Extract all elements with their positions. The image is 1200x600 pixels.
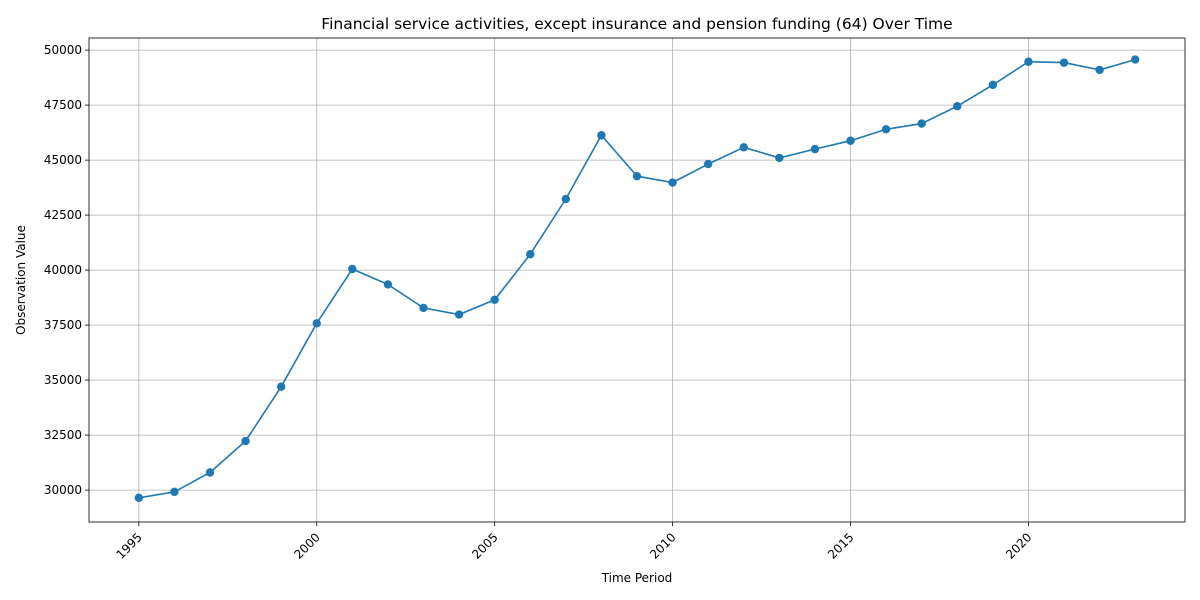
data-point — [526, 250, 535, 259]
data-point — [597, 131, 606, 140]
data-point — [1024, 57, 1033, 66]
data-point — [953, 102, 962, 111]
grid-lines — [89, 38, 1185, 522]
data-point — [241, 436, 250, 446]
data-point — [881, 125, 891, 134]
data-point — [561, 194, 571, 204]
data-point — [205, 468, 215, 477]
data-point — [810, 144, 820, 154]
plot-frame — [88, 37, 1186, 523]
chart-title: Financial service activities, except ins… — [321, 15, 952, 33]
data-point — [703, 159, 713, 169]
data-point — [739, 143, 748, 152]
data-point — [383, 280, 393, 289]
y-tick-label: 30000 — [44, 483, 82, 497]
x-axis-ticks: 1995 2000 2005 2010 2015 2020 — [113, 522, 1035, 562]
x-tick-label: 2020 — [1003, 530, 1034, 561]
y-axis-ticks: 30000 32500 35000 37500 40000 42500 45000 47500… — [44, 43, 89, 497]
data-point — [490, 295, 499, 304]
data-point — [1130, 55, 1140, 64]
data-point — [1059, 58, 1069, 67]
series-line — [138, 58, 1136, 499]
y-tick-label: 40000 — [44, 263, 82, 277]
y-tick-label: 35000 — [44, 373, 82, 387]
x-tick-label: 2000 — [291, 530, 322, 561]
data-point — [312, 319, 321, 328]
data-point — [846, 136, 855, 145]
x-tick-label: 2005 — [469, 530, 500, 561]
y-tick-label: 42500 — [44, 208, 82, 222]
y-tick-label: 47500 — [44, 98, 82, 112]
y-tick-label: 45000 — [44, 153, 82, 167]
x-axis-title: Time Period — [601, 571, 673, 585]
data-point — [276, 382, 286, 391]
data-point — [632, 171, 642, 181]
data-point — [1095, 65, 1104, 75]
x-tick-label: 1995 — [113, 530, 144, 561]
data-point — [988, 80, 998, 90]
data-point — [668, 178, 677, 187]
y-tick-label: 32500 — [44, 428, 82, 442]
y-tick-label: 50000 — [44, 43, 82, 57]
x-tick-label: 2010 — [647, 530, 678, 561]
data-point — [170, 487, 179, 497]
y-tick-label: 37500 — [44, 318, 82, 332]
y-axis-title: Observation Value — [14, 225, 28, 335]
data-point — [419, 303, 428, 313]
data-point — [454, 310, 464, 319]
series-layer — [134, 55, 1140, 502]
data-point — [775, 153, 784, 163]
data-point — [134, 493, 144, 502]
data-point — [917, 119, 926, 128]
data-point — [348, 264, 357, 274]
x-tick-label: 2015 — [825, 530, 856, 561]
